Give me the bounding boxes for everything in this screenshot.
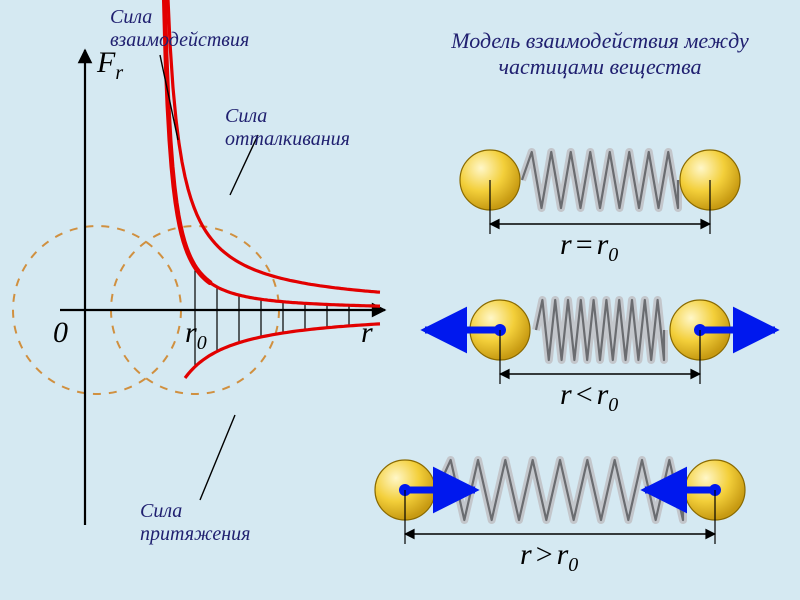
eq-r-less-r0: r<r0 xyxy=(560,378,618,417)
attraction-force-label: Силапритяжения xyxy=(140,500,250,546)
origin-label: 0 xyxy=(53,316,68,350)
interaction-force-label: Силавзаимодействия xyxy=(110,6,249,52)
r0-label: r0 xyxy=(185,316,207,355)
eq-r-greater-r0: r>r0 xyxy=(520,538,578,577)
model-title: Модель взаимодействия междучастицами вещ… xyxy=(420,28,780,80)
diagram-canvas xyxy=(0,0,800,600)
attraction-curve xyxy=(185,324,380,378)
repulsion-force-label: Силаотталкивания xyxy=(225,105,350,151)
particle-model-3 xyxy=(375,460,745,544)
particle-model-2 xyxy=(425,300,775,384)
pointer-attraction xyxy=(200,415,235,500)
x-axis-label: r xyxy=(361,316,373,350)
eq-r-equals-r0: r=r0 xyxy=(560,228,618,267)
particle-model-1 xyxy=(460,150,740,234)
